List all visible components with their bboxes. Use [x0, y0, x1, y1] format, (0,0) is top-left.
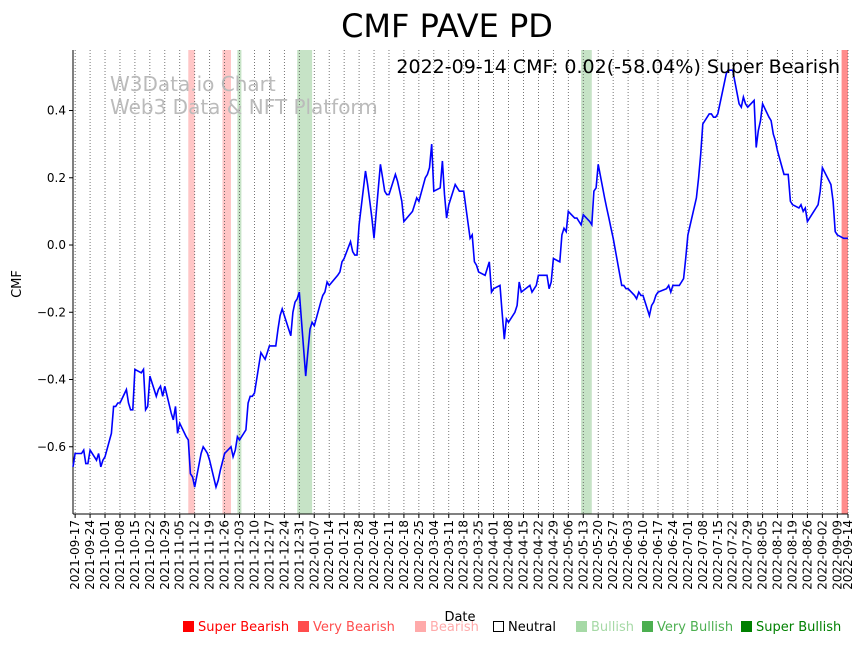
- legend-label: Super Bullish: [756, 620, 842, 635]
- x-tick-label: 2021-10-22: [143, 520, 157, 590]
- x-tick-label: 2022-05-13: [576, 520, 590, 590]
- x-tick-label: 2021-11-12: [188, 520, 202, 590]
- x-tick-label: 2022-04-22: [531, 520, 545, 590]
- legend-swatch: [576, 621, 587, 632]
- x-tick-label: 2022-06-24: [666, 520, 680, 590]
- legend: Super Bearish Very Bearish Bearish Neutr…: [0, 620, 867, 640]
- x-tick-label: 2022-08-12: [771, 520, 785, 590]
- x-tick-label: 2022-05-20: [591, 520, 605, 590]
- x-tick-label: 2022-03-25: [472, 520, 486, 590]
- x-tick-label: 2022-07-15: [711, 520, 725, 590]
- signal-band: [297, 50, 313, 514]
- x-tick-label: 2022-07-08: [696, 520, 710, 590]
- x-tick-label: 2022-01-28: [352, 520, 366, 590]
- x-tick-label: 2021-11-05: [173, 520, 187, 590]
- signal-band: [581, 50, 592, 514]
- x-tick-label: 2022-08-26: [800, 520, 814, 590]
- legend-swatch: [183, 621, 194, 632]
- y-tick-label: 0.0: [47, 238, 66, 252]
- x-tick-label: 2022-01-21: [337, 520, 351, 590]
- x-tick-label: 2021-09-17: [68, 520, 82, 590]
- x-tick-label: 2021-12-03: [233, 520, 247, 590]
- x-tick-label: 2022-04-01: [487, 520, 501, 590]
- latest-value-annotation: 2022-09-14 CMF: 0.02(-58.04%) Super Bear…: [396, 56, 840, 78]
- legend-swatch: [741, 621, 752, 632]
- legend-label: Neutral: [508, 620, 556, 635]
- x-tick-label: 2022-04-08: [502, 520, 516, 590]
- signal-band: [841, 50, 848, 514]
- x-tick-label: 2022-01-07: [307, 520, 321, 590]
- x-tick-label: 2021-09-24: [83, 520, 97, 590]
- y-tick-label: 0.2: [47, 171, 66, 185]
- x-tick-label: 2021-10-08: [113, 520, 127, 590]
- legend-item-very-bearish: Very Bearish: [298, 620, 395, 635]
- legend-swatch: [642, 621, 653, 632]
- y-tick-label: −0.4: [37, 373, 66, 387]
- x-tick-label: 2021-11-19: [203, 520, 217, 590]
- x-tick-label: 2022-03-04: [427, 520, 441, 590]
- y-tick-label: −0.6: [37, 440, 66, 454]
- x-tick-label: 2021-10-29: [158, 520, 172, 590]
- x-tick-label: 2021-12-10: [247, 520, 261, 590]
- y-tick-label: 0.4: [47, 104, 66, 118]
- legend-label: Very Bearish: [313, 620, 395, 635]
- y-ticks: −0.6 −0.4 −0.2 0.0 0.2 0.4: [37, 104, 73, 454]
- x-tick-label: 2022-03-18: [457, 520, 471, 590]
- x-tick-label: 2022-02-18: [397, 520, 411, 590]
- legend-label: Super Bearish: [198, 620, 290, 635]
- legend-item-bullish: Bullish: [576, 620, 634, 635]
- x-tick-label: 2022-08-19: [785, 520, 799, 590]
- x-tick-label: 2022-02-11: [382, 520, 396, 590]
- x-tick-label: 2022-04-15: [516, 520, 530, 590]
- chart-title: CMF PAVE PD: [341, 7, 553, 45]
- legend-label: Bearish: [430, 620, 479, 635]
- x-tick-label: 2022-01-14: [322, 520, 336, 590]
- legend-swatch: [298, 621, 309, 632]
- watermark-line-1: W3Data.io Chart: [110, 72, 276, 96]
- x-tick-label: 2022-07-29: [741, 520, 755, 590]
- legend-item-bearish: Bearish: [415, 620, 479, 635]
- legend-item-super-bearish: Super Bearish: [183, 620, 289, 635]
- x-tick-label: 2022-09-14: [841, 520, 855, 590]
- legend-item-neutral: Neutral: [493, 620, 556, 635]
- x-tick-label: 2022-03-11: [442, 520, 456, 590]
- vertical-grid-lines: [74, 50, 849, 514]
- x-tick-label: 2022-02-04: [367, 520, 381, 590]
- x-tick-label: 2022-08-05: [756, 520, 770, 590]
- legend-label: Very Bullish: [657, 620, 734, 635]
- x-axis-label: Date: [444, 610, 475, 625]
- x-tick-label: 2022-04-29: [546, 520, 560, 590]
- x-tick-label: 2021-10-01: [98, 520, 112, 590]
- x-tick-label: 2022-05-27: [606, 520, 620, 590]
- watermark-line-2: Web3 Data & NFT Platform: [110, 95, 378, 119]
- x-tick-label: 2022-07-22: [726, 520, 740, 590]
- legend-label: Bullish: [591, 620, 635, 635]
- x-tick-label: 2022-06-10: [636, 520, 650, 590]
- y-axis-label: CMF: [10, 270, 25, 298]
- x-ticks: 2021-09-17 2021-09-24 2021-10-01 2021-10-08…: [68, 514, 855, 590]
- x-tick-label: 2021-11-26: [218, 520, 232, 590]
- x-tick-label: 2021-12-31: [292, 520, 306, 590]
- signal-bands: [188, 50, 848, 514]
- x-tick-label: 2022-06-17: [651, 520, 665, 590]
- legend-item-super-bullish: Super Bullish: [741, 620, 841, 635]
- y-tick-label: −0.2: [37, 305, 66, 319]
- legend-item-very-bullish: Very Bullish: [642, 620, 733, 635]
- x-tick-label: 2022-06-03: [621, 520, 635, 590]
- x-tick-label: 2021-12-24: [277, 520, 291, 590]
- signal-band: [188, 50, 195, 514]
- legend-swatch: [415, 621, 426, 632]
- x-tick-label: 2022-09-09: [830, 520, 844, 590]
- x-tick-label: 2021-12-17: [262, 520, 276, 590]
- x-tick-label: 2022-02-25: [412, 520, 426, 590]
- signal-band: [222, 50, 231, 514]
- x-tick-label: 2022-05-06: [561, 520, 575, 590]
- x-tick-label: 2022-07-01: [681, 520, 695, 590]
- legend-swatch: [493, 621, 504, 632]
- axes: [72, 50, 848, 515]
- cmf-series-line: [72, 69, 848, 491]
- x-tick-label: 2021-10-15: [128, 520, 142, 590]
- x-tick-label: 2022-09-02: [815, 520, 829, 590]
